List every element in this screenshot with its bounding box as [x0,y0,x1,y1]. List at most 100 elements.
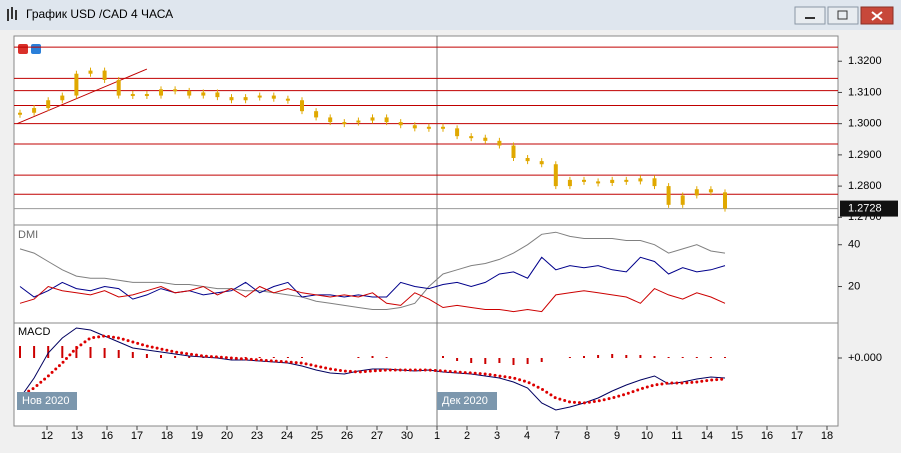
x-tick-label: 19 [191,430,203,442]
x-tick-label: 10 [641,430,653,442]
one-click-trading[interactable] [18,44,41,54]
period-label-box [437,392,497,410]
histogram-bar [724,357,726,358]
candle [384,117,389,123]
histogram-bar [357,357,360,358]
plot-area [13,35,839,427]
candle [652,178,657,187]
histogram-bar [695,357,698,358]
candle [130,94,135,97]
candle [412,125,417,129]
indicator-line [19,285,726,313]
candle [300,100,304,112]
candle [201,92,206,96]
histogram-bar [526,358,529,364]
x-tick-label: 16 [101,430,113,442]
candle [32,108,37,113]
candle [582,179,586,182]
candle [553,164,558,187]
minimize-button[interactable] [794,6,826,25]
candle [567,179,572,187]
restore-button[interactable] [827,6,859,25]
candle [624,179,629,182]
candle [285,98,290,101]
histogram-bar [512,358,515,365]
candle [215,92,220,98]
x-tick-label: 17 [791,430,803,442]
histogram-bar [597,355,600,358]
candle [187,90,192,96]
histogram-bar [568,357,571,358]
candle [469,136,474,139]
x-tick-label: 9 [614,430,620,442]
indicator-line [19,256,726,300]
histogram-bar [540,358,543,362]
histogram-bar [470,358,473,363]
histogram-bar [498,358,501,363]
histogram-bar [484,358,487,364]
histogram-bar [47,346,50,358]
y-tick-label: 1.3200 [848,55,882,67]
candle [638,178,643,182]
title-bar [0,0,901,30]
candle [680,195,685,205]
candle [511,145,516,159]
histogram-bar [160,355,162,358]
x-tick-label: 20 [221,430,233,442]
close-button[interactable] [860,6,894,25]
candle [74,73,79,96]
window-icon [7,7,17,21]
candle [497,140,502,146]
candle [483,137,488,141]
candle [257,95,262,98]
histogram-bar [272,357,275,358]
panel-title: MACD [18,326,50,338]
histogram-bar [174,356,177,358]
x-tick-label: 8 [584,430,590,442]
candle [328,117,333,123]
candle [144,94,149,97]
candle [116,79,121,96]
y-tick-label: 20 [848,280,860,292]
candle [18,112,22,115]
x-tick-label: 25 [311,430,323,442]
histogram-bar [188,356,191,358]
indicator-line [19,231,726,310]
histogram-bar [611,354,614,358]
y-tick-label: 1.2900 [848,149,882,161]
x-tick-label: 26 [341,430,353,442]
histogram-bar [667,357,670,358]
y-tick-label: 40 [848,239,860,251]
x-tick-label: 24 [281,430,293,442]
candle [159,89,163,96]
period-label: Дек 2020 [442,395,488,407]
candle [708,189,713,193]
trendline [16,68,148,125]
candle [46,100,51,109]
panel-title: DMI [18,229,38,241]
candle [271,95,276,99]
histogram-bar [709,357,712,358]
candle [539,161,544,165]
candle [596,181,601,184]
period-label: Нов 2020 [22,395,69,407]
x-tick-label: 11 [671,430,682,442]
candle [88,70,93,74]
x-tick-label: 14 [701,430,713,442]
y-tick-label: 1.2800 [848,180,882,192]
candle [229,97,234,101]
indicator-line [19,327,726,411]
candle [441,126,445,129]
x-tick-label: 13 [71,430,83,442]
histogram-bar [301,357,303,358]
histogram-bar [286,357,289,358]
period-label-box [17,392,77,410]
x-tick-label: 30 [401,430,413,442]
histogram-bar [61,346,64,358]
histogram-bar [371,356,374,358]
histogram-bar [75,346,78,358]
candle [723,192,727,209]
x-tick-label: 16 [761,430,773,442]
candle [342,122,347,125]
candle [314,111,319,118]
